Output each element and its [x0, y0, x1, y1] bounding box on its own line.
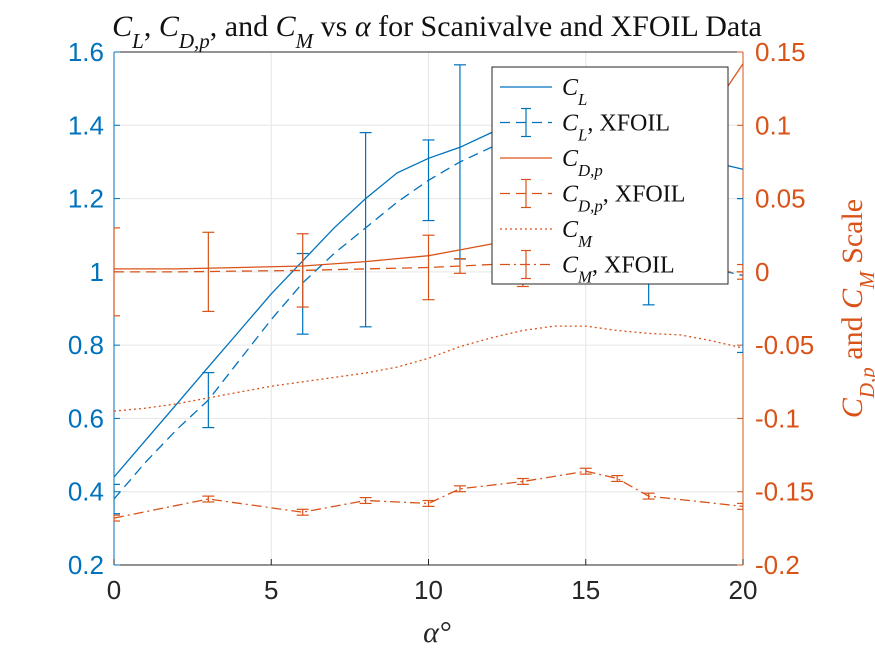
y-right-tick-label: 0.15: [755, 37, 806, 67]
error-bar-5: [359, 496, 372, 505]
y-right-tick-label: 0.05: [755, 184, 806, 214]
y-left-tick-label: 0.6: [68, 403, 104, 433]
error-bar-5: [202, 495, 215, 503]
error-bar-5: [114, 514, 120, 522]
error-bar-5: [516, 477, 529, 485]
y-left-tick-label: 1.2: [68, 184, 104, 214]
y-left-tick-label: 1.6: [68, 37, 104, 67]
y-left-tick-label: 0.2: [68, 550, 104, 580]
y-right-tick-label: -0.2: [755, 550, 800, 580]
y-left-tick-label: 1.4: [68, 110, 104, 140]
error-bar-5: [579, 467, 592, 475]
x-tick-label: 10: [414, 575, 443, 605]
y-left-tick-label: 1: [90, 257, 104, 287]
error-bar-5: [453, 485, 466, 493]
y-right-tick-label: 0: [755, 257, 769, 287]
legend-label-2: CD,p: [562, 146, 603, 180]
error-bar-3: [737, 263, 743, 280]
legend-box: [491, 66, 729, 285]
error-bar-1: [202, 372, 215, 429]
legend-label-5: CM, XFOIL: [562, 253, 675, 287]
x-tick-label: 15: [571, 575, 600, 605]
error-bar-1: [359, 132, 372, 328]
y-right-tick-label: 0.1: [755, 110, 791, 140]
error-bar-1: [737, 197, 743, 354]
error-bar-5: [422, 499, 435, 507]
legend-label-3: CD,p, XFOIL: [562, 182, 685, 216]
error-bar-3: [114, 227, 120, 317]
series-line-5: [114, 470, 743, 519]
legend-label-4: CM: [562, 217, 593, 251]
error-bar-5: [296, 508, 309, 516]
y-right-tick-label: -0.15: [755, 477, 814, 507]
error-bar-1: [422, 139, 435, 222]
error-bar-1: [114, 483, 120, 515]
y-left-tick-label: 0.8: [68, 330, 104, 360]
x-tick-label: 0: [107, 575, 121, 605]
error-bar-5: [642, 492, 655, 500]
x-tick-label: 20: [729, 575, 758, 605]
y-left-tick-label: 0.4: [68, 477, 104, 507]
error-bar-3: [453, 258, 466, 274]
error-bar-3: [296, 233, 309, 308]
y-right-axis-label: CD,p and CM Scale: [836, 199, 875, 418]
legend-label-0: CL: [562, 75, 587, 109]
error-bar-5: [737, 502, 743, 510]
error-bar-3: [422, 234, 435, 301]
chart-title: CL, CD,p, and CM vs α for Scanivalve and…: [112, 10, 762, 53]
y-right-tick-label: -0.05: [755, 330, 814, 360]
legend-label-1: CL, XFOIL: [562, 111, 670, 145]
x-tick-label: 5: [264, 575, 278, 605]
error-bar-3: [202, 231, 215, 313]
legend: [491, 66, 729, 285]
error-bar-5: [611, 474, 624, 483]
y-right-tick-label: -0.1: [755, 403, 800, 433]
series-line-4: [114, 325, 743, 412]
x-axis-label: α°: [423, 616, 451, 649]
